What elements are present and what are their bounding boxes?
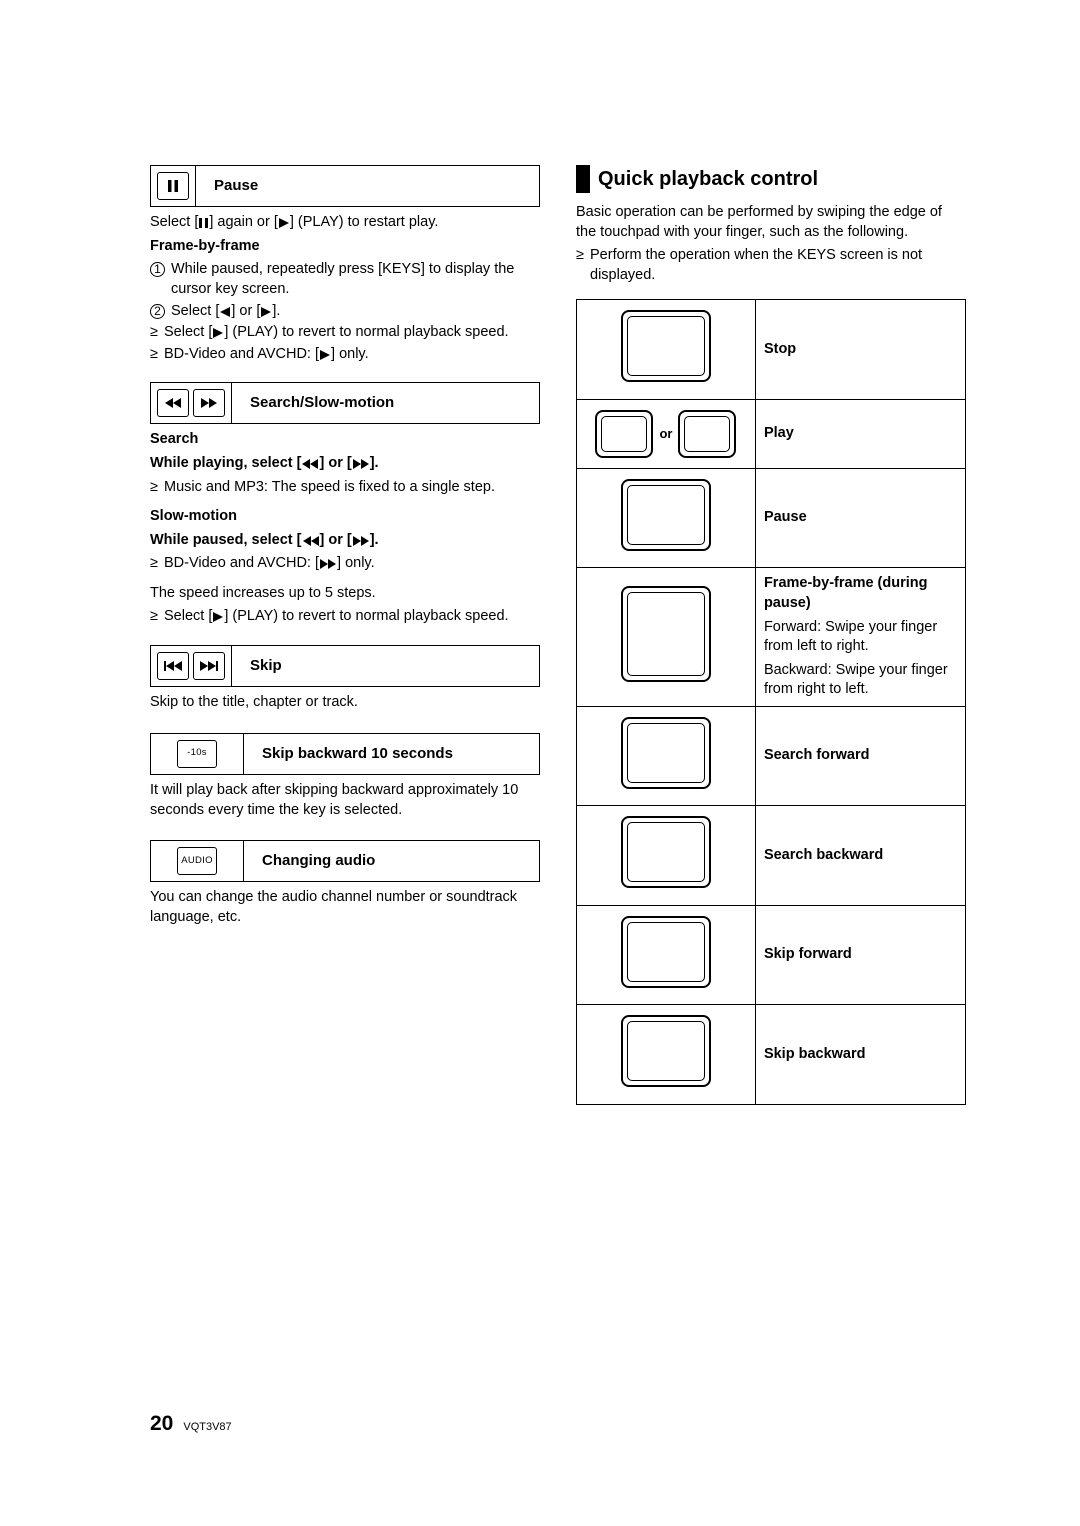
audio-icon: AUDIO bbox=[177, 847, 217, 875]
row-search-forward: Search forward bbox=[577, 706, 966, 806]
qpc-heading-text: Quick playback control bbox=[598, 166, 818, 193]
row-play: or Play bbox=[577, 399, 966, 468]
row-skip-forward: Skip forward bbox=[577, 905, 966, 1005]
section-pause-header: Pause bbox=[150, 165, 540, 207]
pause-bullet-2: ≥BD-Video and AVCHD: [] only. bbox=[150, 345, 540, 365]
qpc-intro: Basic operation can be performed by swip… bbox=[576, 203, 966, 242]
step-1: 1While paused, repeatedly press [KEYS] t… bbox=[150, 260, 540, 299]
pause-bullet-1: ≥Select [] (PLAY) to revert to normal pl… bbox=[150, 323, 540, 343]
qpc-bullet: ≥Perform the operation when the KEYS scr… bbox=[576, 246, 966, 285]
skip-fwd-label: Skip forward bbox=[755, 905, 965, 1005]
skipback-title: Skip backward 10 seconds bbox=[244, 734, 539, 774]
heading-marker bbox=[576, 165, 590, 193]
touchpad-skip-back-illustration bbox=[621, 1015, 711, 1087]
search-back-label: Search backward bbox=[755, 806, 965, 906]
audio-title: Changing audio bbox=[244, 841, 539, 881]
step-2: 2Select [] or []. bbox=[150, 302, 540, 322]
frame-by-frame-heading: Frame-by-frame bbox=[150, 237, 540, 257]
right-column: Quick playback control Basic operation c… bbox=[576, 165, 966, 1105]
skip-next-icon bbox=[193, 652, 225, 680]
section-skip-header: Skip bbox=[150, 645, 540, 687]
touchpad-skip-fwd-illustration bbox=[621, 916, 711, 988]
touchpad-fbf-illustration bbox=[621, 586, 711, 682]
section-search-header: Search/Slow-motion bbox=[150, 382, 540, 424]
touchpad-search-back-illustration bbox=[621, 816, 711, 888]
pause-icon-cell bbox=[151, 166, 196, 206]
section-audio-header: AUDIO Changing audio bbox=[150, 840, 540, 882]
row-search-backward: Search backward bbox=[577, 806, 966, 906]
row-frame-by-frame: Frame-by-frame (during pause) Forward: S… bbox=[577, 568, 966, 706]
play-label: Play bbox=[755, 399, 965, 468]
pause-label: Pause bbox=[755, 468, 965, 568]
fbf-label: Frame-by-frame (during pause) Forward: S… bbox=[755, 568, 965, 706]
revert-bullet: ≥Select [] (PLAY) to revert to normal pl… bbox=[150, 607, 540, 627]
skip-title: Skip bbox=[232, 646, 539, 686]
slowmotion-heading: Slow-motion bbox=[150, 507, 540, 527]
touchpad-pause-illustration bbox=[621, 479, 711, 551]
skipback-icon-cell: -10s bbox=[151, 734, 244, 774]
touchpad-stop-illustration bbox=[621, 310, 711, 382]
audio-text: You can change the audio channel number … bbox=[150, 888, 540, 927]
skip-back-label: Skip backward bbox=[755, 1005, 965, 1105]
search-fwd-label: Search forward bbox=[755, 706, 965, 806]
pause-restart-text: Select [] again or [] (PLAY) to restart … bbox=[150, 213, 540, 233]
or-text: or bbox=[659, 425, 672, 443]
qpc-table: Stop or Play Pause Frame-by bbox=[576, 299, 966, 1105]
search-bullet-1: ≥Music and MP3: The speed is fixed to a … bbox=[150, 478, 540, 498]
page-content: Pause Select [] again or [] (PLAY) to re… bbox=[0, 0, 1080, 1105]
row-skip-backward: Skip backward bbox=[577, 1005, 966, 1105]
search-title: Search/Slow-motion bbox=[232, 383, 539, 423]
skipback-icon: -10s bbox=[177, 740, 217, 768]
skip-icon-cell bbox=[151, 646, 232, 686]
pause-title: Pause bbox=[196, 166, 539, 206]
skip-text: Skip to the title, chapter or track. bbox=[150, 693, 540, 713]
search-instruction: While playing, select [] or []. bbox=[150, 454, 540, 474]
audio-icon-cell: AUDIO bbox=[151, 841, 244, 881]
left-column: Pause Select [] again or [] (PLAY) to re… bbox=[150, 165, 540, 1105]
qpc-heading: Quick playback control bbox=[576, 165, 966, 193]
row-pause: Pause bbox=[577, 468, 966, 568]
touchpad-search-fwd-illustration bbox=[621, 717, 711, 789]
page-number: 20 bbox=[150, 1410, 173, 1438]
section-skipback-header: -10s Skip backward 10 seconds bbox=[150, 733, 540, 775]
fast-forward-icon bbox=[193, 389, 225, 417]
rewind-icon bbox=[157, 389, 189, 417]
slowmotion-bullet-1: ≥BD-Video and AVCHD: [] only. bbox=[150, 554, 540, 574]
skipback-text: It will play back after skipping backwar… bbox=[150, 781, 540, 820]
slowmotion-instruction: While paused, select [] or []. bbox=[150, 531, 540, 551]
doc-code: VQT3V87 bbox=[183, 1420, 231, 1435]
stop-label: Stop bbox=[755, 300, 965, 400]
pause-icon bbox=[157, 172, 189, 200]
skip-previous-icon bbox=[157, 652, 189, 680]
page-footer: 20 VQT3V87 bbox=[150, 1410, 232, 1438]
touchpad-play-illustration: or bbox=[583, 410, 749, 458]
search-heading: Search bbox=[150, 430, 540, 450]
speed-steps-text: The speed increases up to 5 steps. bbox=[150, 584, 540, 604]
search-icon-cell bbox=[151, 383, 232, 423]
row-stop: Stop bbox=[577, 300, 966, 400]
